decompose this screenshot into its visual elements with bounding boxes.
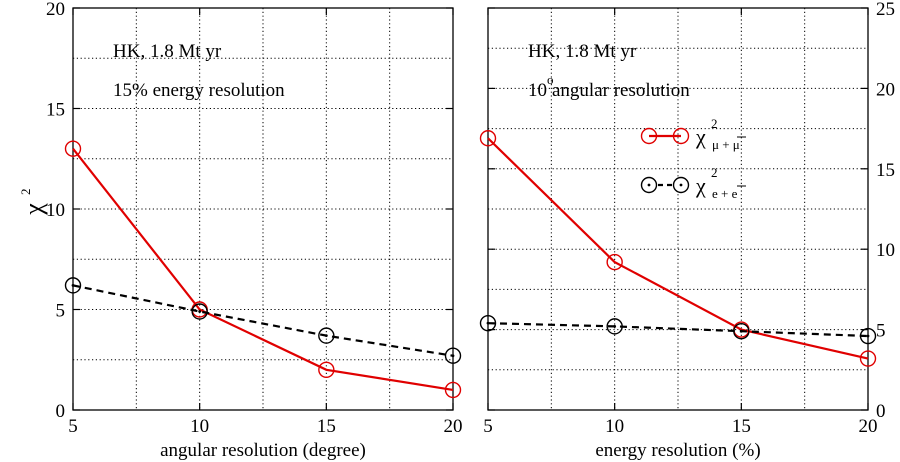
annotation-exposure: HK, 1.8 Mt yr — [113, 41, 222, 62]
series-line-e — [487, 322, 869, 338]
data-point-mu — [444, 381, 462, 399]
x-axis-label: energy resolution (%) — [595, 440, 760, 461]
grid — [488, 8, 868, 410]
y-tick-label: 0 — [876, 401, 886, 422]
y-tick-label: 5 — [876, 321, 886, 342]
x-tick-label: 15 — [732, 416, 751, 437]
y-tick-label: 5 — [56, 301, 66, 322]
data-point-e — [64, 277, 82, 294]
data-point-mu — [859, 350, 877, 367]
y-tick-label: 25 — [876, 0, 895, 20]
annotation-suffix: angular resolution — [552, 80, 690, 101]
legend-marker-mu — [640, 127, 658, 145]
data-point-dot-e — [71, 283, 75, 287]
data-point-mu — [64, 140, 82, 157]
legend-marker-dot-e — [647, 183, 651, 187]
legend-superscript: 2 — [711, 165, 718, 180]
plot-frame — [487, 7, 869, 411]
annotation-prefix: 10 — [528, 80, 547, 101]
legend-subscript: μ + μ — [712, 137, 740, 152]
legend-symbol: χ — [695, 124, 706, 149]
grid — [73, 8, 453, 410]
data-point-e — [733, 323, 750, 340]
x-tick-label: 5 — [483, 416, 493, 437]
data-point-mu — [318, 361, 335, 378]
legend-entry-e: χ2 e + e — [640, 165, 746, 201]
annotation-superscript: o — [547, 72, 554, 87]
y-axis-label: χ2 — [18, 189, 48, 216]
legend-entry-mu: χ2 μ + μ — [640, 116, 746, 152]
x-tick-label: 10 — [605, 416, 624, 437]
legend-marker-mu — [672, 127, 690, 145]
annotation-resolution: 10o angular resolution — [528, 72, 690, 101]
data-point-e — [191, 303, 208, 320]
x-tick-label: 15 — [317, 416, 336, 437]
y-axis-label-superscript: 2 — [18, 189, 33, 196]
data-point-e — [606, 318, 623, 335]
data-point-dot-e — [324, 334, 328, 338]
series-e — [479, 314, 877, 345]
data-point-e — [318, 327, 335, 344]
legend-marker-dot-e — [679, 183, 683, 187]
series-line-mu — [487, 137, 869, 360]
data-point-dot-e — [451, 354, 455, 358]
data-point-dot-e — [739, 329, 743, 333]
data-point-dot-e — [198, 310, 202, 313]
annotation-resolution: 15% energy resolution — [113, 80, 285, 101]
y-axis-label-symbol: χ — [19, 203, 48, 216]
series-e — [64, 277, 462, 364]
data-point-e — [444, 347, 462, 364]
x-axis-label: angular resolution (degree) — [160, 440, 366, 461]
series-line-e — [72, 284, 454, 357]
legend-symbol: χ — [695, 173, 706, 198]
y-tick-label: 10 — [46, 200, 65, 221]
y-tick-label: 0 — [56, 401, 66, 422]
y-tick-label: 20 — [46, 0, 65, 20]
data-point-mu — [479, 130, 497, 147]
data-point-e — [479, 314, 497, 332]
data-point-e — [859, 327, 877, 345]
x-tick-label: 20 — [859, 416, 878, 437]
y-tick-label: 15 — [876, 160, 895, 181]
data-point-dot-e — [613, 324, 617, 328]
x-tick-label: 20 — [444, 416, 463, 437]
y-tick-label: 15 — [46, 100, 65, 121]
data-point-dot-e — [486, 321, 490, 325]
data-point-mu — [606, 253, 623, 271]
annotation-exposure: HK, 1.8 Mt yr — [528, 41, 637, 62]
x-tick-label: 10 — [190, 416, 209, 437]
series-line-mu — [72, 148, 454, 391]
data-point-dot-e — [866, 334, 870, 338]
y-tick-label: 10 — [876, 240, 895, 261]
y-tick-label: 20 — [876, 79, 895, 100]
x-tick-label: 5 — [68, 416, 78, 437]
legend-superscript: 2 — [711, 116, 718, 131]
legend-subscript: e + e — [712, 186, 738, 201]
